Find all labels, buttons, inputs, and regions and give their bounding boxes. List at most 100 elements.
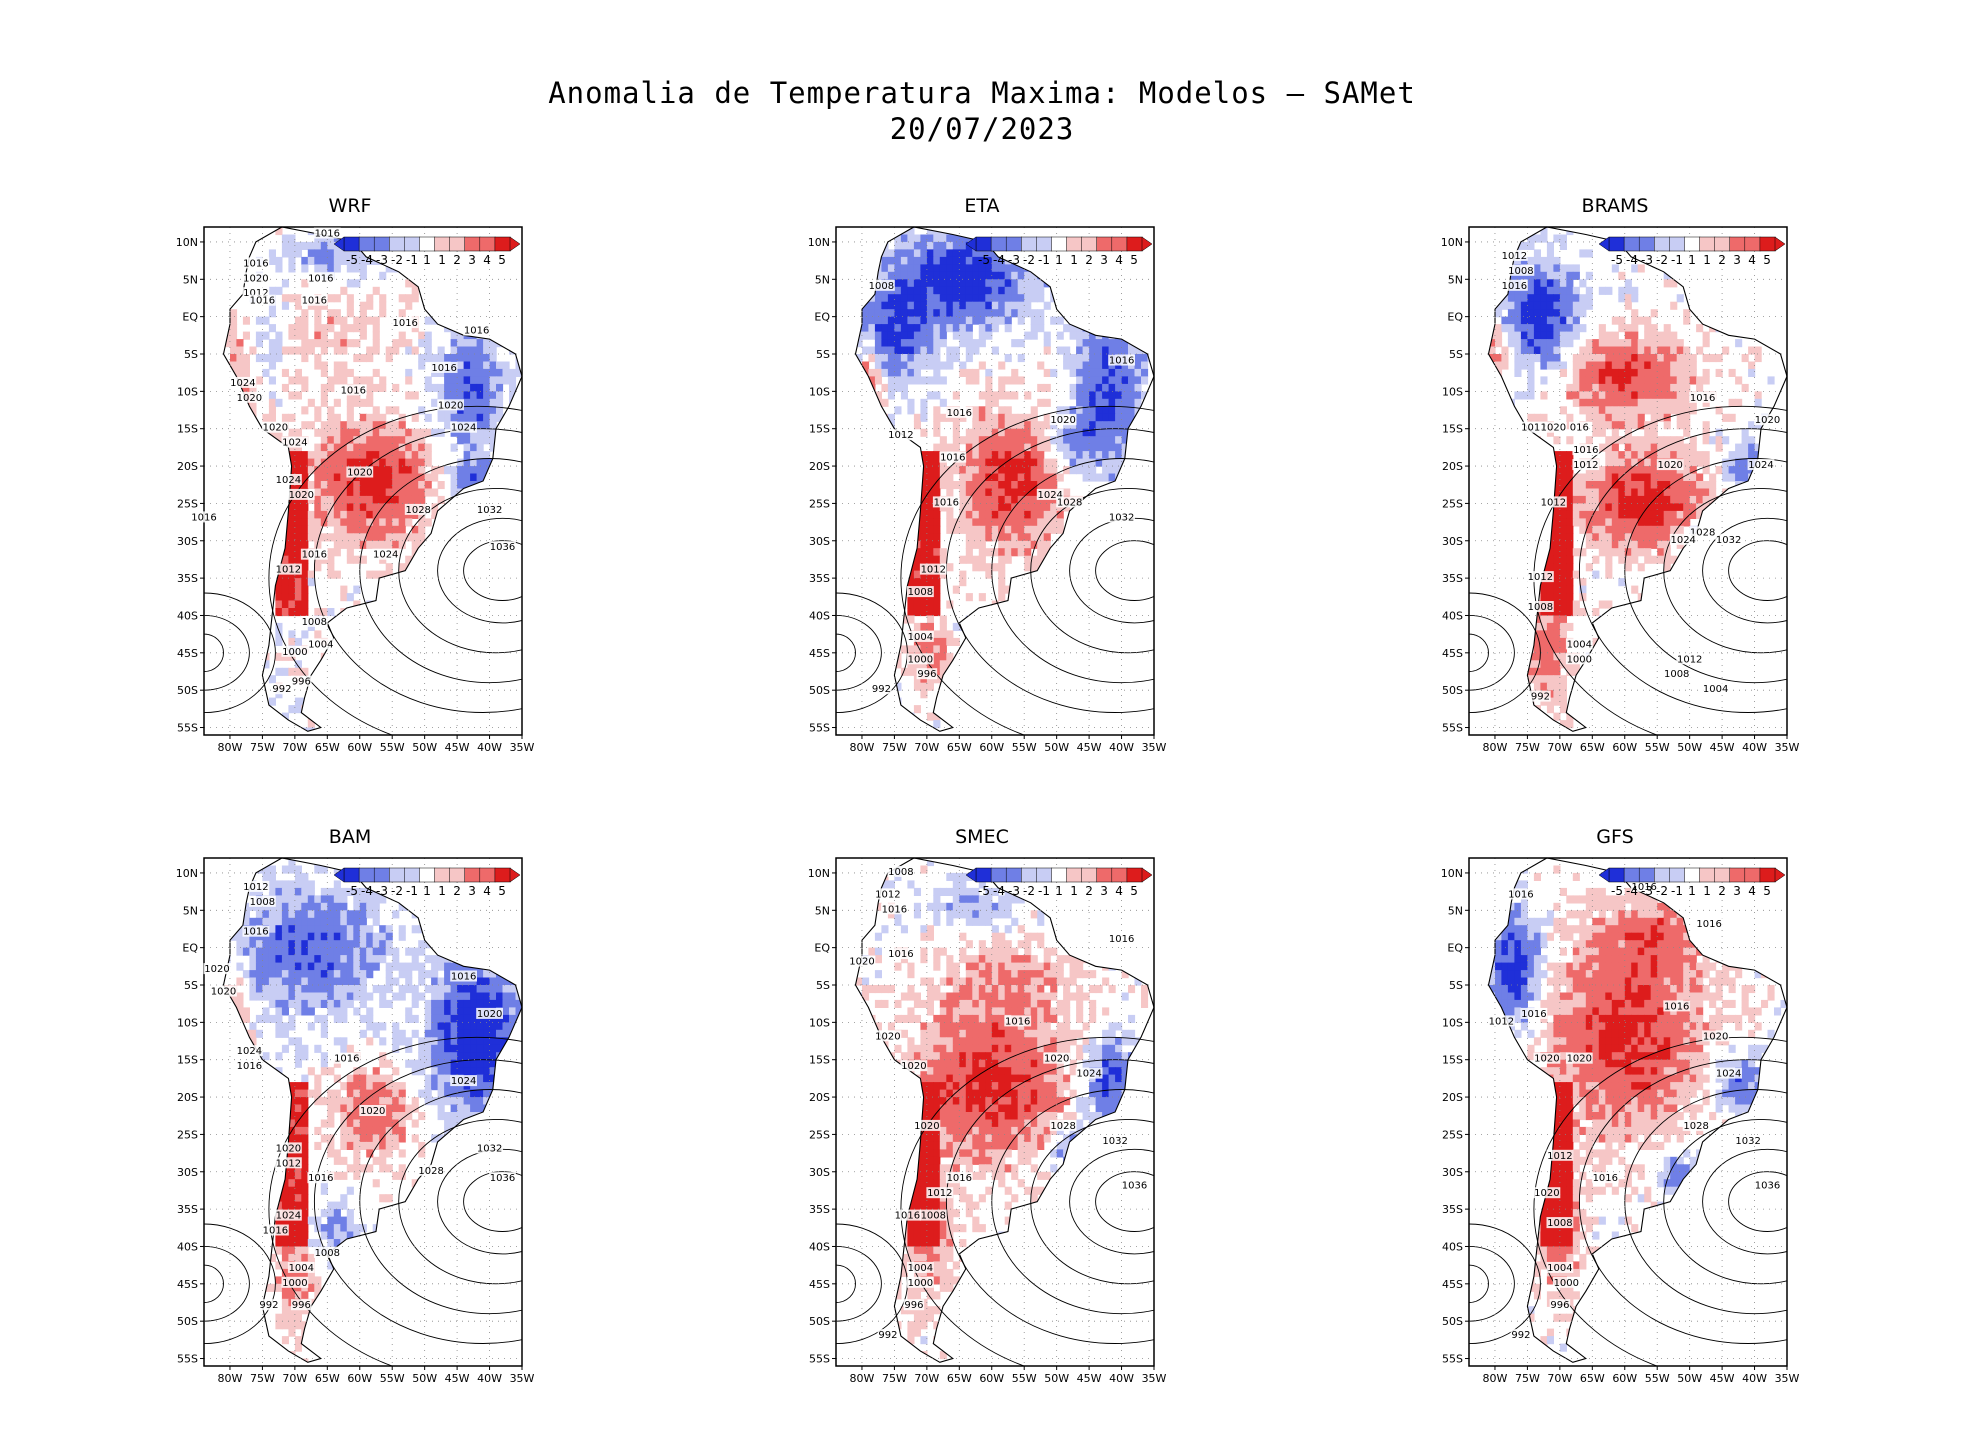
- lat-tick-label: 55S: [809, 722, 830, 735]
- lon-tick-label: 35W: [1142, 741, 1167, 754]
- isobar: [204, 592, 276, 714]
- anomaly-map: 10N 5N EQ 5S 10S 15S 20S 25S 30S 35S 40S 45S 50S 55S 8…: [808, 857, 1167, 1385]
- lon-tick-label: 75W: [1515, 1372, 1540, 1385]
- colorbar-label: -5: [1611, 253, 1623, 267]
- colorbar-label: 4: [483, 884, 491, 898]
- isobar-label: 1028: [1683, 1121, 1708, 1132]
- colorbar-high-arrow: [1774, 867, 1786, 883]
- colorbar-segment: [1729, 236, 1746, 252]
- colorbar-label: 3: [1733, 253, 1741, 267]
- lat-tick-label: 35S: [1442, 572, 1463, 585]
- colorbar-label: -2: [1023, 884, 1035, 898]
- anomaly-map: 10N 5N EQ 5S 10S 15S 20S 25S 30S 35S 40S 45S 50S 55S 8…: [176, 857, 535, 1385]
- colorbar-label: 2: [453, 253, 461, 267]
- lat-tick-label: 30S: [1442, 1166, 1463, 1179]
- isobar-label: 1000: [908, 1278, 933, 1289]
- colorbar-segment: [1714, 236, 1731, 252]
- isobar-label: 1016: [895, 1211, 920, 1222]
- isobar-label: 1016: [302, 550, 327, 561]
- map-frame: [1468, 226, 1788, 736]
- colorbar-label: -1: [1671, 884, 1683, 898]
- isobar-label: 1016: [1593, 1173, 1618, 1184]
- colorbar-segment: [1066, 236, 1083, 252]
- lon-tick-label: 45W: [1710, 741, 1735, 754]
- isobar-label: 1020: [263, 423, 288, 434]
- colorbar-label: 5: [1130, 253, 1138, 267]
- colorbar-segment: [1744, 867, 1761, 883]
- colorbar-segment: [464, 867, 481, 883]
- isobar-label: 1016: [947, 408, 972, 419]
- lat-tick-label: 20S: [809, 1091, 830, 1104]
- colorbar-segment: [1081, 236, 1098, 252]
- lat-tick-label: 5S: [816, 979, 830, 992]
- isobar-label: 1028: [405, 505, 430, 516]
- lat-tick-label: 10N: [808, 236, 830, 249]
- colorbar-segment: [1669, 236, 1686, 252]
- map-frame: [1468, 857, 1788, 1367]
- isobar-label: 1024: [276, 1211, 301, 1222]
- isobar: [204, 1264, 224, 1303]
- lat-tick-label: 5S: [184, 348, 198, 361]
- isobar-label: 1016: [1573, 445, 1598, 456]
- isobar: [900, 1036, 1154, 1366]
- lon-tick-label: 70W: [282, 741, 307, 754]
- isobar-label: 1012: [1573, 460, 1598, 471]
- isobars: [204, 1036, 522, 1366]
- lon-tick-label: 40W: [477, 741, 502, 754]
- colorbar-label: -2: [1023, 253, 1035, 267]
- colorbar-label: -2: [391, 884, 403, 898]
- colorbar-low-arrow: [333, 236, 345, 252]
- isobar-label: 1020: [243, 273, 268, 284]
- lat-tick-label: 55S: [1442, 1353, 1463, 1366]
- colorbar-segment: [1638, 236, 1655, 252]
- isobar-label: 1008: [1547, 1218, 1572, 1229]
- isobar-label: 1016: [243, 927, 268, 938]
- lat-tick-label: 25S: [177, 497, 198, 510]
- isobar-label: 1024: [1716, 1069, 1741, 1080]
- lon-tick-label: 50W: [1044, 1372, 1069, 1385]
- lon-tick-label: 60W: [347, 1372, 372, 1385]
- lon-tick-label: 50W: [1044, 741, 1069, 754]
- lon-tick-label: 65W: [315, 741, 340, 754]
- colorbar-label: 4: [1115, 884, 1123, 898]
- lat-tick-label: 30S: [809, 1166, 830, 1179]
- colorbar-label: -4: [361, 253, 373, 267]
- lat-tick-label: EQ: [814, 942, 830, 955]
- lon-tick-label: 65W: [1580, 1372, 1605, 1385]
- lon-tick-label: 35W: [510, 741, 535, 754]
- isobar: [204, 614, 250, 691]
- isobar-label: 1016: [1521, 1009, 1546, 1020]
- colorbar-label: 3: [1100, 884, 1108, 898]
- colorbar-segment: [494, 236, 511, 252]
- colorbar-segment: [464, 236, 481, 252]
- lat-tick-label: 10N: [176, 236, 198, 249]
- lat-tick-label: EQ: [1447, 942, 1463, 955]
- colorbar-segment: [419, 867, 436, 883]
- isobar-label: 1004: [908, 1263, 933, 1274]
- colorbar-label: 1: [1688, 884, 1696, 898]
- isobar-label: 1004: [1567, 639, 1592, 650]
- lat-tick-label: EQ: [814, 311, 830, 324]
- lon-tick-label: 40W: [477, 1372, 502, 1385]
- colorbar-label: -5: [978, 884, 990, 898]
- lat-tick-label: 5S: [184, 979, 198, 992]
- lon-tick-label: 80W: [1483, 741, 1508, 754]
- isobar-label: 1012: [1489, 1016, 1514, 1027]
- coastline: [854, 857, 1155, 1363]
- isobar-label: 1024: [230, 378, 255, 389]
- colorbar-label: -1: [1038, 253, 1050, 267]
- lat-tick-label: 5N: [815, 273, 830, 286]
- isobar-label: 1020: [1755, 415, 1780, 426]
- colorbar-segment: [975, 236, 992, 252]
- colorbar-segment: [1126, 867, 1143, 883]
- colorbar-segment: [404, 867, 421, 883]
- anomaly-map: 10N 5N EQ 5S 10S 15S 20S 25S 30S 35S 40S 45S 50S 55S 8…: [1441, 226, 1800, 754]
- colorbar-label: 2: [453, 884, 461, 898]
- panel-title: ETA: [964, 195, 1000, 217]
- colorbar: -5 -4 -3 -2 -1 1 1 2 3 4 5: [965, 236, 1153, 267]
- isobar-label: 1016: [940, 453, 965, 464]
- colorbar-high-arrow: [509, 867, 521, 883]
- isobar-label: 1004: [908, 632, 933, 643]
- colorbar-label: -3: [1641, 253, 1653, 267]
- colorbar-label: 5: [1130, 884, 1138, 898]
